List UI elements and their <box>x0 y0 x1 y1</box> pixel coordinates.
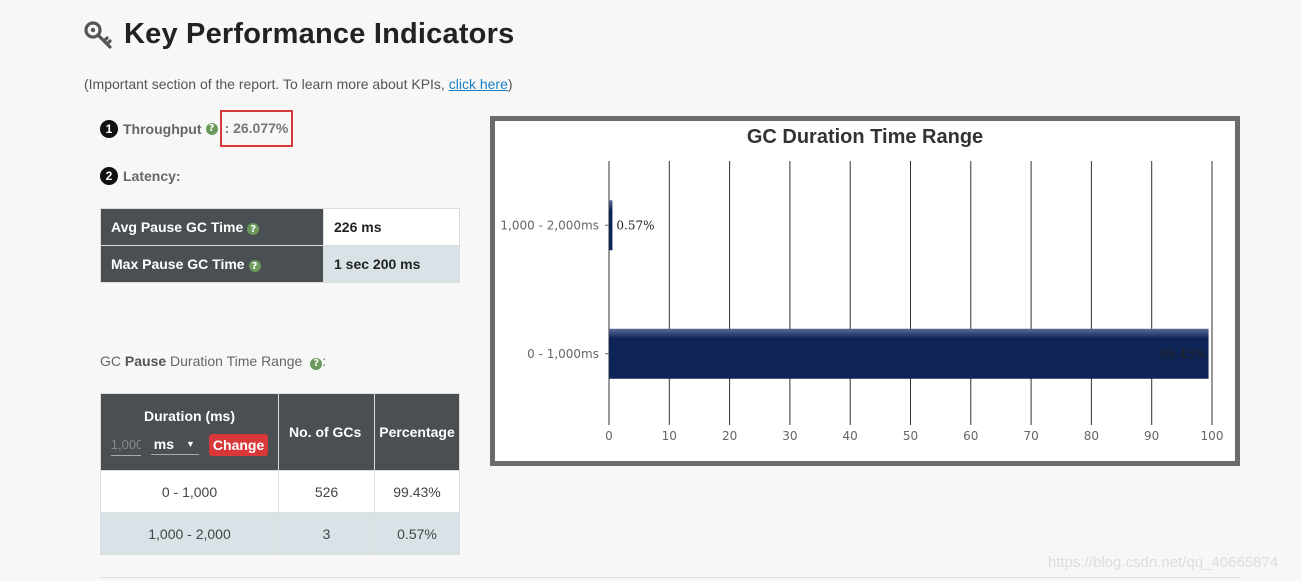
count-cell: 526 <box>278 470 375 513</box>
latency-table: Avg Pause GC Time? 226 ms Max Pause GC T… <box>100 208 460 283</box>
range-label-prefix: GC <box>100 353 125 369</box>
chart-title: GC Duration Time Range <box>746 126 984 148</box>
table-row: Max Pause GC Time? 1 sec 200 ms <box>100 245 460 283</box>
unit-select-value: ms <box>153 435 174 452</box>
subtitle-close: ) <box>507 76 513 92</box>
table-row: Avg Pause GC Time? 226 ms <box>100 208 460 246</box>
dropdown-arrow-icon: ▼ <box>185 438 195 449</box>
percentage-cell: 99.43% <box>374 470 460 513</box>
key-icon <box>84 20 114 50</box>
range-cell: 1,000 - 2,000 <box>100 512 279 555</box>
bar <box>609 200 613 251</box>
help-icon[interactable]: ? <box>247 223 260 236</box>
throughput-label: Throughput <box>123 120 202 137</box>
table-row: 0 - 1,000 526 99.43% <box>100 470 460 513</box>
duration-controls: ms ▼ Change <box>102 434 277 456</box>
data-label: 99.43% <box>1160 347 1206 361</box>
table-row: 1,000 - 2,000 3 0.57% <box>100 512 460 555</box>
y-tick-label: 1,000 - 2,000ms <box>500 218 599 232</box>
x-tick-label: 70 <box>1023 429 1038 443</box>
x-tick-label: 60 <box>963 429 978 443</box>
latency-label: Latency: <box>123 168 181 184</box>
range-label-bold: Pause <box>124 353 167 369</box>
change-button[interactable]: Change <box>208 434 269 456</box>
avg-pause-value: 226 ms <box>323 208 460 246</box>
number-badge-1: 1 <box>100 119 118 138</box>
duration-table: Duration (ms) ms ▼ Change No. of GCs Per… <box>100 393 460 555</box>
duration-header-label: Duration (ms) <box>144 408 235 424</box>
help-icon[interactable]: ? <box>310 357 323 370</box>
page-header: Key Performance Indicators <box>84 18 514 51</box>
avg-pause-label-cell: Avg Pause GC Time? <box>100 208 324 246</box>
y-tick-label: 0 - 1,000ms <box>527 347 599 361</box>
data-label: 0.57% <box>616 218 654 232</box>
latency-row: 2 Latency: <box>100 167 181 185</box>
help-icon[interactable]: ? <box>248 260 261 273</box>
max-pause-value: 1 sec 200 ms <box>323 245 460 283</box>
table-header-row: Duration (ms) ms ▼ Change No. of GCs Per… <box>100 393 460 471</box>
x-tick-label: 90 <box>1144 429 1159 443</box>
x-tick-label: 80 <box>1084 429 1099 443</box>
throughput-row: 1 Throughput ? : 26.077% <box>100 110 294 147</box>
kpi-subtitle: (Important section of the report. To lea… <box>84 76 513 92</box>
gc-duration-chart: GC Duration Time Range 0 10 20 30 40 50 60 70 80… <box>490 116 1240 466</box>
chart-plot: 0 10 20 30 40 50 60 70 80 90 100 1,000 - 2,000ms 0.5… <box>500 161 1224 443</box>
duration-header: Duration (ms) ms ▼ Change <box>100 393 279 471</box>
subtitle-text: (Important section of the report. To lea… <box>84 76 449 92</box>
unit-select[interactable]: ms ▼ <box>150 435 199 455</box>
click-here-link[interactable]: click here <box>448 76 508 92</box>
number-badge-2: 2 <box>100 167 118 185</box>
range-label-suffix: Duration Time Range <box>166 353 303 369</box>
bar <box>609 328 1209 379</box>
max-pause-label-cell: Max Pause GC Time? <box>100 245 324 283</box>
x-tick-label: 30 <box>782 429 797 443</box>
x-tick-label: 20 <box>722 429 737 443</box>
range-label-colon: : <box>322 353 327 369</box>
avg-pause-label: Avg Pause GC Time <box>111 218 244 235</box>
duration-range-heading: GC Pause Duration Time Range ?: <box>100 353 326 370</box>
x-tick-label: 40 <box>843 429 858 443</box>
x-tick-label: 100 <box>1201 429 1224 443</box>
count-cell: 3 <box>278 512 375 555</box>
watermark-text: https://blog.csdn.net/qq_40665874 <box>1048 554 1279 571</box>
range-cell: 0 - 1,000 <box>100 470 279 513</box>
divider <box>100 577 1240 578</box>
duration-input[interactable] <box>110 434 141 456</box>
throughput-value: : 26.077% <box>219 110 294 147</box>
help-icon[interactable]: ? <box>205 122 218 135</box>
gc-count-header: No. of GCs <box>278 393 375 471</box>
page-title: Key Performance Indicators <box>124 18 515 50</box>
max-pause-label: Max Pause GC Time <box>111 255 245 272</box>
x-tick-label: 50 <box>903 429 918 443</box>
x-tick-label: 0 <box>605 429 613 443</box>
percentage-cell: 0.57% <box>374 512 460 555</box>
percentage-header: Percentage <box>374 393 460 471</box>
x-tick-label: 10 <box>662 429 677 443</box>
